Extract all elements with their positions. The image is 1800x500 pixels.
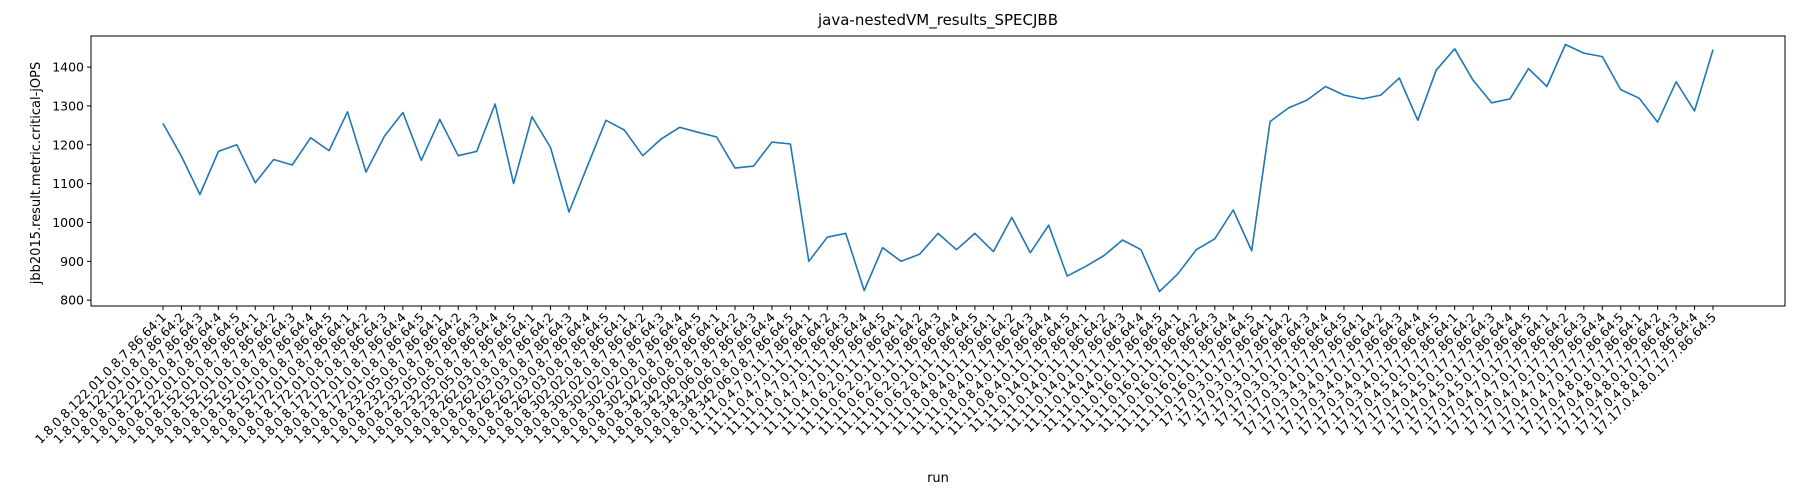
plot-frame xyxy=(90,35,1786,307)
y-axis-label: jbb2015.result.metric.critical-jOPS xyxy=(29,62,44,285)
series-line xyxy=(162,43,1714,293)
x-axis-label: run xyxy=(927,471,949,486)
y-tick-label: 1200 xyxy=(52,137,84,152)
y-tick-label: 1300 xyxy=(52,98,84,113)
y-tick-label: 900 xyxy=(60,254,84,269)
y-tick-label: 1000 xyxy=(52,215,84,230)
y-tick-label: 1100 xyxy=(52,176,84,191)
chart-title: java-nestedVM_results_SPECJBB xyxy=(817,11,1058,30)
y-tick-label: 800 xyxy=(60,293,84,308)
y-tick-label: 1400 xyxy=(52,60,84,75)
plot-area: 800900100011001200130014001.8.0.8.122.01… xyxy=(32,35,1786,447)
